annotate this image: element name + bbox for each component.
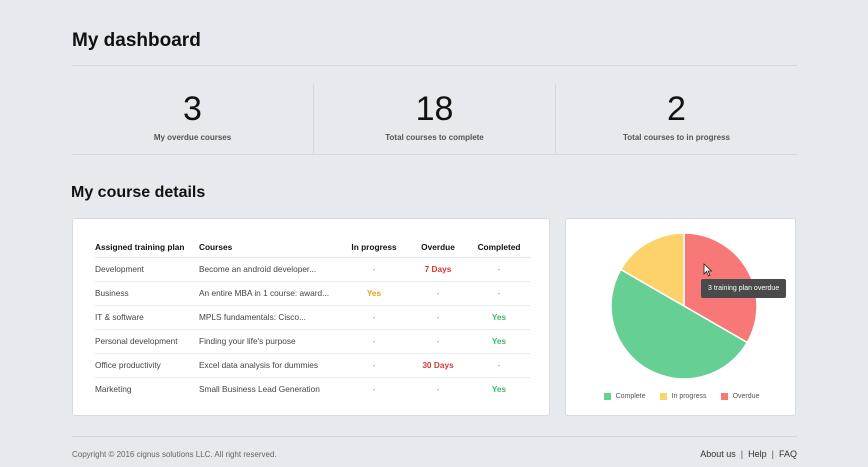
overdue-cell: 30 Days (409, 353, 467, 378)
completed-cell: Yes (467, 305, 531, 330)
footer-links: About us | Help | FAQ (700, 449, 797, 459)
plan-cell: Personal development (95, 329, 199, 354)
pie-chart (610, 232, 758, 380)
legend-label: Overdue (732, 393, 760, 400)
divider (72, 154, 797, 155)
legend-swatch (720, 393, 728, 400)
stat-value: 18 (415, 90, 454, 128)
legend-item-overdue[interactable]: Overdue (720, 393, 760, 400)
completed-cell: - (467, 353, 531, 378)
table-row[interactable]: Marketing Small Business Lead Generation -… (95, 377, 531, 401)
stat-in-progress[interactable]: 2 Total courses to in progress (555, 84, 797, 154)
plan-cell: Office productivity (95, 353, 199, 378)
completed-cell: Yes (467, 329, 531, 354)
stat-label: Total courses to in progress (623, 133, 730, 142)
course-cell[interactable]: Become an android developer... (199, 257, 339, 282)
overdue-cell: - (409, 305, 467, 330)
section-title: My course details (71, 184, 206, 201)
legend-label: In progress (671, 393, 707, 400)
about-us-link[interactable]: About us (700, 449, 736, 459)
page-title: My dashboard (72, 30, 201, 51)
legend-item-in-progress[interactable]: In progress (659, 393, 707, 400)
link-separator: | (740, 449, 744, 459)
table-row[interactable]: Office productivity Excel data analysis f… (95, 353, 531, 378)
in-progress-cell: Yes (339, 281, 409, 306)
legend-swatch (603, 393, 611, 400)
plan-cell: IT & software (95, 305, 199, 330)
footer-divider (72, 436, 797, 437)
course-table: Assigned training plan Courses In progre… (95, 237, 531, 401)
table-row[interactable]: Development Become an android developer..… (95, 257, 531, 282)
pie-slice-in-progress[interactable] (619, 232, 685, 308)
copyright-text: Copyright © 2016 cignus solutions LLC. A… (72, 450, 277, 459)
course-table-card: Assigned training plan Courses In progre… (72, 218, 550, 416)
column-header[interactable]: Assigned training plan (95, 237, 199, 258)
plan-cell: Business (95, 281, 199, 306)
stat-label: My overdue courses (153, 133, 232, 142)
chart-tooltip: 3 training plan overdue (701, 279, 787, 298)
table-header-row: Assigned training plan Courses In progre… (95, 237, 531, 258)
overdue-cell: - (409, 329, 467, 354)
legend-item-complete[interactable]: Complete (603, 393, 646, 400)
column-header[interactable]: In progress (339, 237, 409, 258)
legend-swatch (659, 393, 667, 400)
plan-cell: Development (95, 257, 199, 282)
mouse-cursor-icon (703, 263, 713, 277)
plan-cell: Marketing (95, 384, 132, 395)
overdue-cell: - (409, 281, 467, 306)
in-progress-cell: - (339, 305, 409, 330)
pie-slice-complete[interactable] (610, 268, 749, 380)
in-progress-cell: - (372, 384, 376, 395)
divider (72, 65, 797, 66)
course-cell[interactable]: An entire MBA in 1 course: award... (199, 281, 339, 306)
course-cell[interactable]: Excel data analysis for dummies (199, 353, 339, 378)
table-row[interactable]: Business An entire MBA in 1 course: award… (95, 281, 531, 306)
table-row[interactable]: IT & software MPLS fundamentals: Cisco...… (95, 305, 531, 330)
stat-overdue[interactable]: 3 My overdue courses (72, 84, 313, 154)
stat-label: Total courses to complete (385, 133, 484, 142)
course-cell[interactable]: Finding your life's purpose (199, 329, 339, 354)
link-separator: | (771, 449, 774, 459)
in-progress-cell: - (339, 329, 409, 354)
pie-chart-card: 3 training plan overdue Complete In prog… (565, 218, 796, 416)
completed-cell: - (467, 257, 531, 282)
help-link[interactable]: Help (748, 449, 767, 459)
overdue-cell: - (436, 384, 440, 395)
in-progress-cell: - (339, 353, 409, 378)
stats-row: 3 My overdue courses 18 Total courses to… (72, 84, 797, 154)
column-header[interactable]: Completed (467, 237, 531, 258)
faq-link[interactable]: FAQ (778, 449, 797, 459)
in-progress-cell: - (339, 257, 409, 282)
course-cell[interactable]: Small Business Lead Generation (199, 384, 320, 395)
completed-cell: Yes (491, 384, 507, 395)
column-header[interactable]: Courses (199, 237, 339, 258)
legend-label: Complete (615, 393, 646, 400)
stat-value: 2 (667, 90, 686, 128)
chart-legend: Complete In progress Overdue (566, 393, 797, 400)
column-header[interactable]: Overdue (409, 237, 467, 258)
stat-value: 3 (183, 90, 202, 128)
stat-total[interactable]: 18 Total courses to complete (313, 84, 555, 154)
overdue-cell: 7 Days (409, 257, 467, 282)
table-row[interactable]: Personal development Finding your life's … (95, 329, 531, 354)
completed-cell: - (467, 281, 531, 306)
course-cell[interactable]: MPLS fundamentals: Cisco... (199, 305, 339, 330)
